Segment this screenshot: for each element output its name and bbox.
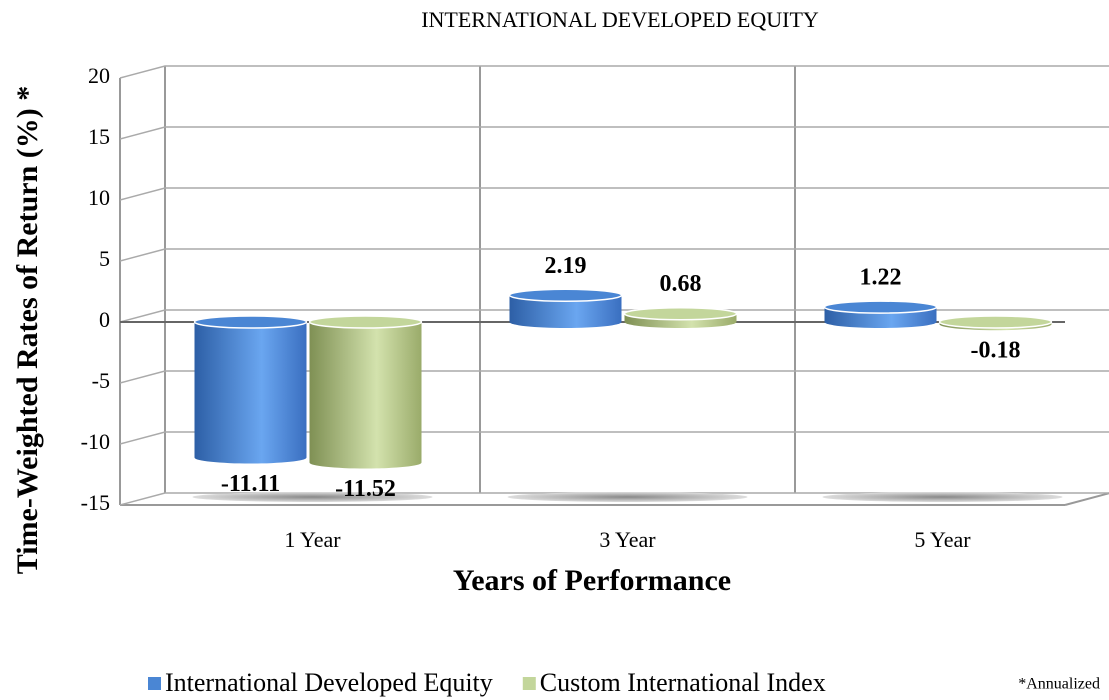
floor-shadow <box>822 492 1063 502</box>
x-axis-label: Years of Performance <box>453 564 731 597</box>
floor-edge <box>1064 492 1109 506</box>
chart-title: INTERNATIONAL DEVELOPED EQUITY <box>421 7 819 32</box>
value-label: -11.11 <box>221 471 280 497</box>
bar-cap <box>938 315 1053 329</box>
grid-line <box>119 370 1109 384</box>
value-label: 0.68 <box>660 271 702 297</box>
grid-line <box>119 431 1109 445</box>
bar-end <box>194 451 307 464</box>
value-label: 1.22 <box>860 265 902 291</box>
x-tick-label: 3 Year <box>599 527 656 552</box>
y-tick-label: -5 <box>92 368 110 393</box>
grid-line <box>119 248 1109 262</box>
y-tick-label: -15 <box>81 490 110 515</box>
bar <box>194 322 307 458</box>
y-tick-label: 20 <box>88 63 110 88</box>
y-tick-label: 5 <box>99 246 110 271</box>
grid-line <box>119 65 1109 79</box>
legend-swatch <box>522 677 536 690</box>
y-tick-label: 15 <box>88 124 110 149</box>
bar-cap <box>193 315 308 329</box>
bar-cap <box>308 315 423 329</box>
y-tick-label: -10 <box>81 429 110 454</box>
value-label: 2.19 <box>545 253 587 279</box>
value-label: -0.18 <box>971 338 1021 364</box>
floor-shadow <box>507 492 748 502</box>
annotation: *Annualized <box>1018 676 1100 693</box>
y-tick-label: 0 <box>99 307 110 332</box>
bar-end <box>309 456 422 469</box>
floor-shadow <box>192 492 433 502</box>
grid-line <box>119 309 1109 323</box>
legend-swatch <box>148 677 161 690</box>
y-axis-label: Time-Weighted Rates of Return (%) * <box>11 86 44 575</box>
x-tick-label: 5 Year <box>914 527 971 552</box>
grid-line <box>119 492 1109 506</box>
y-tick-label: 10 <box>88 185 110 210</box>
bar-cap <box>508 288 623 303</box>
bar <box>309 322 422 463</box>
x-tick-label: 1 Year <box>284 527 341 552</box>
grid-line <box>119 126 1109 140</box>
value-label: -11.52 <box>335 476 396 502</box>
legend-label: International Developed Equity <box>165 668 493 697</box>
bar-cap <box>823 300 938 314</box>
legend-label: Custom International Index <box>540 668 826 697</box>
grid-line <box>119 187 1109 201</box>
bar-end <box>824 316 937 328</box>
bar-end <box>509 316 622 328</box>
bar-cap <box>623 306 738 321</box>
